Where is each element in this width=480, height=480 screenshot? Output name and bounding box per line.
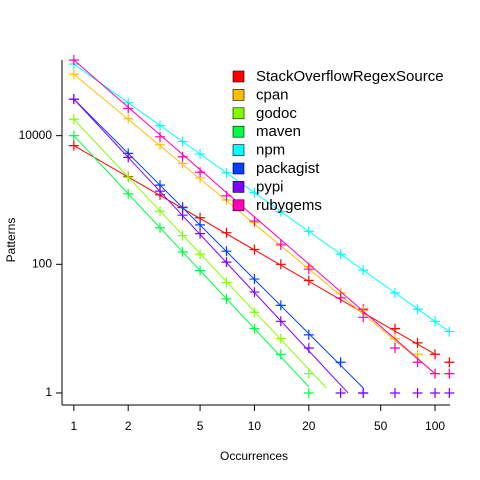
trend-line	[73, 145, 436, 355]
point	[389, 343, 400, 354]
legend-swatch	[232, 199, 245, 212]
point	[195, 228, 206, 239]
legend-swatch	[232, 162, 245, 175]
x-tick-label: 5	[197, 419, 204, 433]
legend-swatch	[232, 181, 245, 193]
legend-swatch	[232, 107, 245, 120]
point	[68, 130, 79, 141]
point	[412, 337, 423, 348]
point	[275, 259, 286, 270]
point	[221, 227, 232, 238]
point	[177, 151, 188, 162]
point	[444, 368, 455, 379]
point	[358, 387, 369, 398]
point	[444, 357, 455, 368]
point	[275, 349, 286, 360]
point	[412, 387, 423, 398]
x-tick-label: 20	[302, 419, 316, 433]
point	[358, 312, 369, 323]
y-tick-label: 1	[45, 385, 52, 399]
trend-line	[73, 98, 349, 394]
point	[275, 333, 286, 344]
x-tick-label: 100	[425, 419, 445, 433]
point	[335, 387, 346, 398]
point	[68, 94, 79, 105]
legend-label: StackOverflowRegexSource	[256, 68, 444, 85]
legend-swatch	[232, 70, 245, 83]
point	[444, 387, 455, 398]
legend-label: maven	[256, 123, 301, 140]
legend-swatch	[232, 125, 245, 138]
legend-label: cpan	[256, 86, 289, 103]
point	[303, 264, 314, 275]
legend-label: packagist	[256, 160, 320, 177]
trend-line	[73, 118, 327, 389]
y-axis-label: Patterns	[4, 218, 18, 263]
legend-label: npm	[256, 142, 285, 159]
point	[335, 292, 346, 303]
point	[430, 387, 441, 398]
x-tick-label: 10	[248, 419, 262, 433]
x-axis-label: Occurrences	[220, 449, 288, 463]
legend-label: rubygems	[256, 197, 322, 214]
point	[303, 275, 314, 286]
point	[123, 103, 134, 114]
legend-swatch	[232, 144, 245, 156]
x-tick-label: 2	[125, 419, 132, 433]
legend-label: pypi	[256, 178, 284, 195]
point	[303, 329, 314, 340]
point	[155, 131, 166, 142]
point	[221, 277, 232, 288]
point	[275, 239, 286, 250]
point	[303, 387, 314, 398]
x-tick-label: 50	[374, 419, 388, 433]
legend-label: godoc	[256, 105, 297, 122]
trend-line	[73, 98, 364, 389]
point	[249, 216, 260, 227]
point	[430, 368, 441, 379]
point	[303, 368, 314, 379]
y-tick-label: 100	[32, 256, 52, 270]
trend-line	[73, 59, 436, 374]
point	[389, 387, 400, 398]
trend-line	[73, 63, 450, 332]
point	[249, 307, 260, 318]
y-tick-label: 10000	[19, 128, 53, 142]
x-tick-label: 1	[70, 419, 77, 433]
legend-swatch	[232, 89, 245, 101]
trend-line	[73, 135, 310, 388]
